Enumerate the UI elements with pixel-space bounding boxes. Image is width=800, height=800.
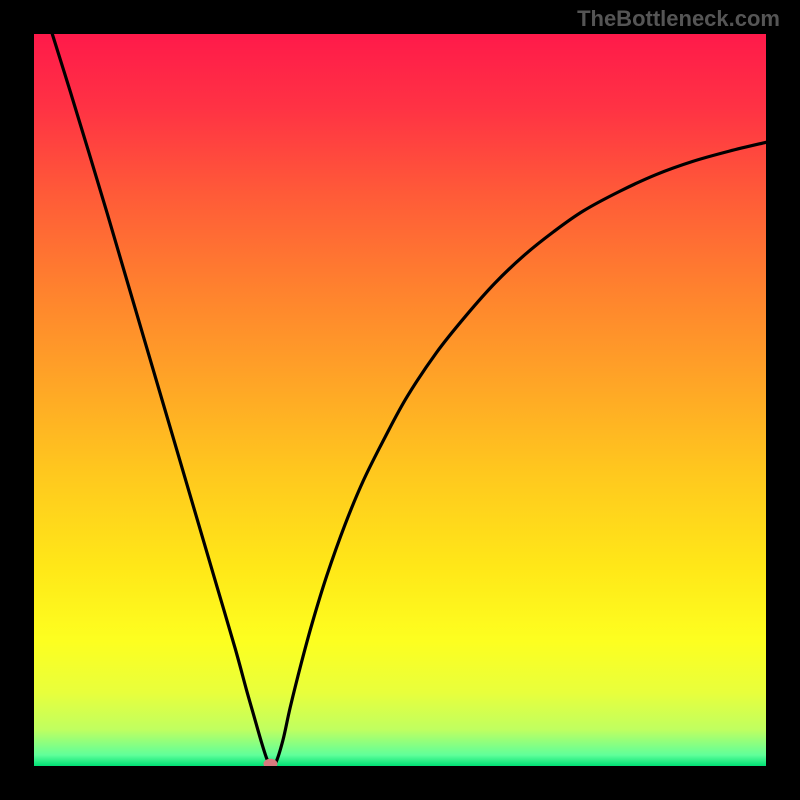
plot-svg [34,34,766,766]
gradient-background [34,34,766,766]
watermark-text: TheBottleneck.com [577,6,780,32]
plot-area [34,34,766,766]
bottleneck-chart: TheBottleneck.com [0,0,800,800]
